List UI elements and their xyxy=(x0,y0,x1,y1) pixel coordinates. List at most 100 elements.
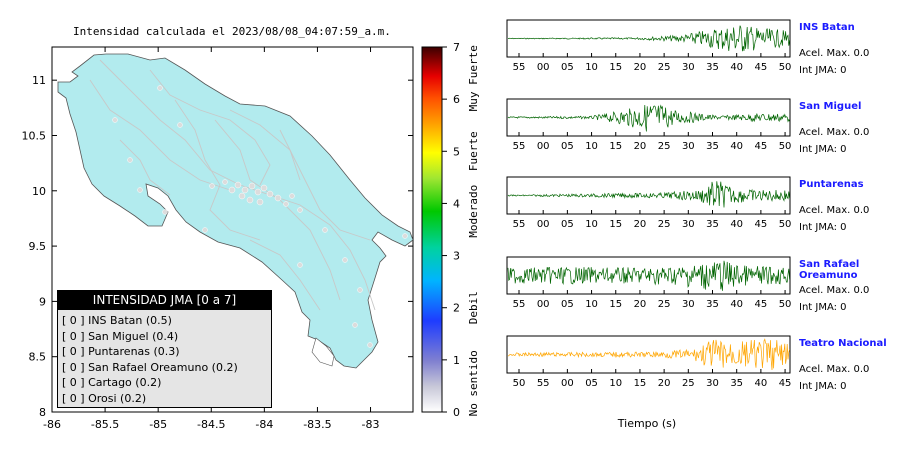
waveform-tick-label: 30 xyxy=(706,378,719,389)
waveform-tick-label: 05 xyxy=(561,62,574,73)
colorbar-tick-label: 5 xyxy=(453,145,460,158)
legend-item-label: San Miguel (0.4) xyxy=(88,329,179,343)
legend-item-index: [ 0 ] xyxy=(62,314,85,327)
colorbar-tick-label: 0 xyxy=(453,406,460,419)
waveform-trace xyxy=(507,104,790,132)
waveform-trace xyxy=(507,338,790,371)
waveform-tick-label: 00 xyxy=(537,299,550,310)
waveform-tick-label: 10 xyxy=(585,299,598,310)
intensity-legend: INTENSIDAD JMA [0 a 7] [ 0 ] INS Batan (… xyxy=(57,290,272,408)
waveform-panel: 55 00 05 10 15 20 25 30 35 40 45 50 xyxy=(506,19,791,73)
waveform-tick-label: 45 xyxy=(755,299,768,310)
waveform-trace xyxy=(508,25,790,52)
colorbar-category-label: No sentido xyxy=(467,350,480,416)
map-x-tick-label: -83 xyxy=(362,418,380,431)
map-y-tick-label: 11 xyxy=(32,74,46,87)
waveform-tick-label: 45 xyxy=(755,219,768,230)
legend-header: INTENSIDAD JMA [0 a 7] xyxy=(58,291,271,310)
map-y-tick-label: 9.5 xyxy=(29,240,47,253)
waveform-tick-label: 40 xyxy=(755,378,768,389)
legend-item-index: [ 0 ] xyxy=(62,329,85,343)
waveform-tick-label: 35 xyxy=(706,141,719,152)
legend-item-label: Cartago (0.2) xyxy=(88,376,162,389)
waveform-tick-label: 35 xyxy=(730,378,743,389)
legend-item-index: [ 0 ] xyxy=(62,391,85,405)
colorbar-tick-label: 1 xyxy=(453,354,460,367)
colorbar-category-label: Muy Fuerte xyxy=(467,45,480,111)
station-peak-accel: Acel. Max. 0.0 xyxy=(799,127,870,138)
map-x-ticks: -86 -85.5 -85 -84.5 -84 -83.5 -83 xyxy=(43,47,380,431)
map-y-tick-label: 9 xyxy=(39,295,46,308)
station-jma: Int JMA: 0 xyxy=(799,144,847,155)
station-name: San Rafael Oreamuno xyxy=(799,259,860,281)
waveform-trace xyxy=(507,181,790,208)
colorbar-category-label: Debil xyxy=(467,291,480,324)
station-jma: Int JMA: 0 xyxy=(799,222,847,233)
legend-list: [ 0 ] INS Batan (0.5) [ 0 ] San Miguel (… xyxy=(58,310,271,406)
waveform-panel: 55 00 05 10 15 20 25 30 35 40 45 50 xyxy=(506,98,791,152)
station-peak-accel: Acel. Max. 0.0 xyxy=(799,48,870,59)
legend-item-index: [ 0 ] xyxy=(62,360,85,374)
waveform-tick-label: 00 xyxy=(537,219,550,230)
legend-item-index: [ 0 ] xyxy=(62,345,85,358)
waveform-tick-label: 20 xyxy=(634,62,647,73)
legend-item: [ 0 ] San Rafael Oreamuno (0.2) xyxy=(62,360,271,376)
map-x-tick-label: -83.5 xyxy=(303,418,331,431)
legend-item-label: Puntarenas (0.3) xyxy=(88,345,180,358)
waveform-frame xyxy=(506,176,791,215)
waveform-tick-label: 15 xyxy=(609,141,622,152)
waveform-panel: 55 00 05 10 15 20 25 30 35 40 45 50 xyxy=(506,256,791,310)
station-peak-accel: Acel. Max. 0.0 xyxy=(799,285,870,296)
colorbar-tick-label: 6 xyxy=(453,93,460,106)
legend-item: [ 0 ] Cartago (0.2) xyxy=(62,375,271,391)
station-jma: Int JMA: 0 xyxy=(799,65,847,76)
waveform-tick-label: 25 xyxy=(658,299,671,310)
waveform-tick-label: 50 xyxy=(779,219,792,230)
map-y-tick-label: 10.5 xyxy=(22,129,47,142)
waveform-tick-label: 05 xyxy=(561,299,574,310)
legend-item: [ 0 ] INS Batan (0.5) xyxy=(62,313,271,329)
waveform-tick-label: 45 xyxy=(779,378,792,389)
waveform-trace xyxy=(507,260,790,291)
legend-item-index: [ 0 ] xyxy=(62,376,85,389)
land-costa-rica xyxy=(57,53,413,369)
waveform-tick-label: 40 xyxy=(730,141,743,152)
colorbar-tick-label: 3 xyxy=(453,250,460,263)
waveform-tick-label: 25 xyxy=(682,378,695,389)
station-name: Puntarenas xyxy=(799,179,864,190)
map-y-tick-label: 8.5 xyxy=(29,351,47,364)
legend-item-label: Orosi (0.2) xyxy=(88,391,147,405)
station-peak-accel: Acel. Max. 0.0 xyxy=(799,364,870,375)
legend-item: [ 0 ] Puntarenas (0.3) xyxy=(62,344,271,360)
waveform-tick-label: 15 xyxy=(634,378,647,389)
map-title: Intensidad calculada el 2023/08/08_04:07… xyxy=(73,25,391,38)
waveform-tick-label: 10 xyxy=(609,378,622,389)
colorbar-tick-label: 7 xyxy=(453,41,460,54)
map-x-tick-label: -85.5 xyxy=(91,418,119,431)
map-x-tick-label: -84.5 xyxy=(197,418,225,431)
land-osa xyxy=(311,337,335,367)
station-jma: Int JMA: 0 xyxy=(799,381,847,392)
colorbar-tick-label: 2 xyxy=(453,302,460,315)
waveform-tick-label: 40 xyxy=(730,219,743,230)
map-x-tick-label: -84 xyxy=(255,418,273,431)
waveform-panels: 55 00 05 10 15 20 25 30 35 40 45 50 55 00 05 10 15 20 25 30… xyxy=(506,19,792,389)
waveform-frame xyxy=(506,98,791,137)
colorbar xyxy=(421,46,443,413)
waveform-tick-label: 55 xyxy=(513,141,526,152)
legend-item: [ 0 ] San Miguel (0.4) xyxy=(62,329,271,345)
colorbar-labels: No sentido Debil Moderado Fuerte Muy Fuerte xyxy=(467,45,480,416)
waveform-tick-label: 35 xyxy=(706,62,719,73)
colorbar-category-label: Fuerte xyxy=(467,131,480,171)
waveform-tick-label: 40 xyxy=(730,62,743,73)
waveform-tick-label: 55 xyxy=(513,62,526,73)
waveform-tick-label: 10 xyxy=(585,219,598,230)
waveform-tick-label: 25 xyxy=(658,62,671,73)
waveform-tick-label: 10 xyxy=(585,141,598,152)
station-name: San Miguel xyxy=(799,101,862,112)
map-y-tick-label: 8 xyxy=(39,406,46,419)
station-points xyxy=(112,85,408,348)
waveform-tick-label: 00 xyxy=(537,141,550,152)
